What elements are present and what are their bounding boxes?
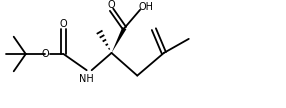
- Polygon shape: [112, 27, 126, 53]
- Text: OH: OH: [139, 2, 154, 12]
- Text: O: O: [108, 0, 115, 10]
- Text: O: O: [60, 19, 67, 29]
- Text: O: O: [41, 49, 49, 59]
- Text: NH: NH: [79, 74, 94, 84]
